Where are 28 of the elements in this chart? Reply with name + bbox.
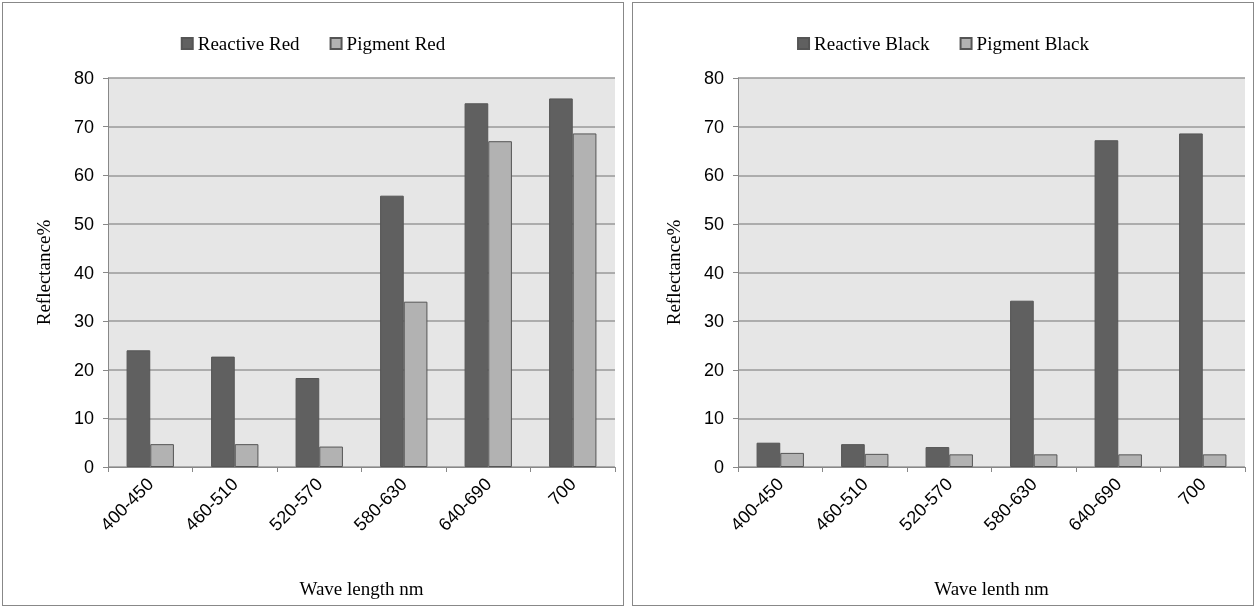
legend-label: Pigment Black: [976, 33, 1090, 54]
y-tick-label: 40: [703, 262, 724, 283]
y-tick-label: 30: [73, 311, 94, 332]
legend-label: Reactive Black: [814, 33, 931, 54]
y-tick-label: 60: [703, 165, 724, 186]
y-tick-label: 50: [703, 213, 724, 234]
y-tick-label: 20: [703, 359, 724, 380]
y-tick-label: 70: [703, 116, 724, 137]
x-tick-label: 700: [544, 473, 580, 510]
y-tick-label: 40: [73, 262, 94, 283]
legend-label: Pigment Red: [346, 33, 446, 54]
x-axis-title: Wave lenth nm: [934, 578, 1049, 599]
y-axis-title: Reflectance%: [663, 219, 684, 326]
y-tick-label: 80: [703, 68, 724, 88]
x-axis-title: Wave length nm: [299, 578, 424, 599]
y-tick-label: 0: [83, 457, 94, 477]
y-tick-label: 10: [703, 408, 724, 429]
y-tick-label: 30: [703, 311, 724, 332]
x-tick-label: 700: [1174, 473, 1210, 510]
y-tick-label: 80: [73, 68, 94, 88]
y-tick-label: 0: [713, 457, 724, 477]
y-axis-title: Reflectance%: [33, 219, 54, 326]
legend-label: Reactive Red: [197, 33, 301, 54]
y-tick-label: 50: [73, 213, 94, 234]
y-tick-label: 60: [73, 165, 94, 186]
y-tick-label: 70: [73, 116, 94, 137]
y-tick-label: 20: [73, 359, 94, 380]
y-tick-label: 10: [73, 408, 94, 429]
